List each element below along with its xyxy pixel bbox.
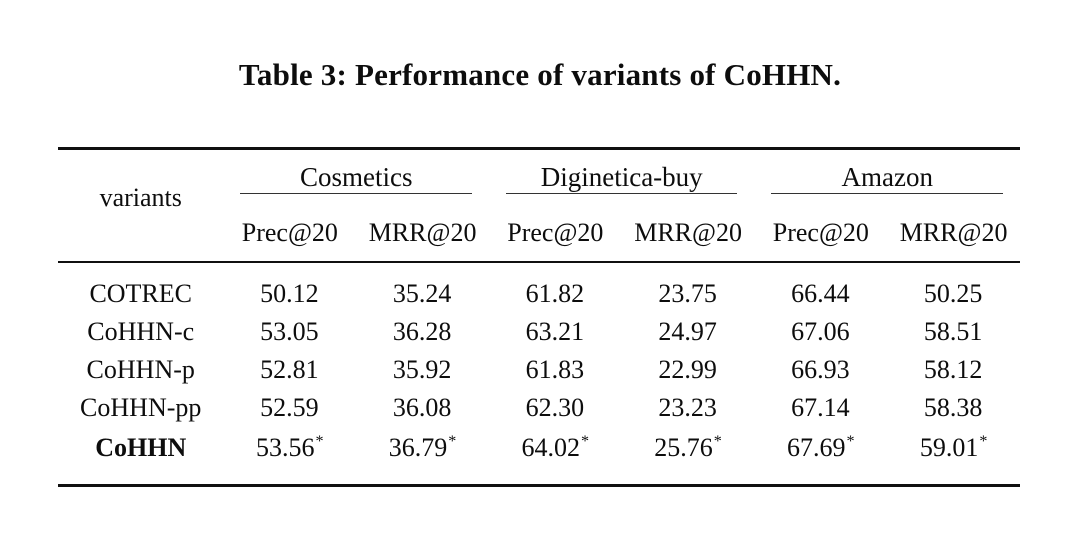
column-header-mrr20-diginetica: MRR@20 bbox=[634, 218, 742, 247]
group-header-row: variants Cosmetics Diginetica-buy Amazon bbox=[58, 149, 1020, 212]
significance-star: * bbox=[846, 432, 855, 450]
column-header-mrr20-cosmetics: MRR@20 bbox=[368, 218, 477, 247]
table-cell: 22.99 bbox=[658, 354, 717, 384]
table-cell: 52.59 bbox=[260, 392, 319, 422]
column-header-mrr20-amazon: MRR@20 bbox=[899, 218, 1008, 247]
table-cell: 36.08 bbox=[392, 392, 452, 422]
table-cell: 58.51 bbox=[923, 316, 983, 346]
table-cell: 23.75 bbox=[658, 278, 717, 308]
row-label: CoHHN-pp bbox=[80, 392, 202, 422]
table-row-cohhn-p: CoHHN-p 52.81 35.92 61.83 22.99 66.93 58… bbox=[58, 351, 1020, 389]
table-cell: 23.23 bbox=[658, 392, 717, 422]
table-cell: 58.38 bbox=[923, 392, 983, 422]
table-caption: Table 3: Performance of variants of CoHH… bbox=[238, 57, 842, 92]
table-row-cohhn-c: CoHHN-c 53.05 36.28 63.21 24.97 67.06 58… bbox=[58, 313, 1020, 351]
row-label: CoHHN bbox=[95, 432, 187, 462]
table-cell: 53.05 bbox=[260, 316, 319, 346]
group-header-cosmetics: Cosmetics bbox=[223, 149, 489, 206]
significance-star: * bbox=[448, 432, 457, 450]
group-label-cosmetics: Cosmetics bbox=[240, 162, 472, 194]
results-table: variants Cosmetics Diginetica-buy Amazon… bbox=[58, 147, 1020, 487]
table-cell: 63.21 bbox=[525, 316, 585, 346]
table-cell: 53.56* bbox=[256, 432, 324, 462]
table-cell: 61.83 bbox=[525, 354, 585, 384]
table-cell: 61.82 bbox=[525, 278, 585, 308]
group-label-diginetica-buy: Diginetica-buy bbox=[505, 162, 738, 194]
table-cell: 50.12 bbox=[260, 278, 319, 308]
row-label: CoHHN-p bbox=[86, 354, 195, 384]
table-cell: 50.25 bbox=[923, 278, 983, 308]
column-header-prec20-amazon: Prec@20 bbox=[772, 218, 869, 247]
table-cell: 35.92 bbox=[392, 354, 452, 384]
table-cell: 52.81 bbox=[260, 354, 319, 384]
significance-star: * bbox=[713, 432, 722, 450]
table-cell: 66.44 bbox=[791, 278, 850, 308]
row-label: COTREC bbox=[89, 278, 193, 308]
table-cell: 67.14 bbox=[791, 392, 850, 422]
table-cell: 67.06 bbox=[791, 316, 850, 346]
table-body: COTREC 50.12 35.24 61.82 23.75 66.44 50.… bbox=[58, 261, 1020, 486]
row-label: CoHHN-c bbox=[87, 316, 195, 346]
table-cell: 36.28 bbox=[392, 316, 452, 346]
metric-header-row: Prec@20 MRR@20 Prec@20 MRR@20 Prec@20 MR… bbox=[58, 206, 1020, 262]
table-cell: 62.30 bbox=[525, 392, 585, 422]
table-row-cohhn: CoHHN 53.56* 36.79* 64.02* 25.76* 67.69*… bbox=[58, 427, 1020, 486]
column-header-prec20-cosmetics: Prec@20 bbox=[241, 218, 338, 247]
significance-star: * bbox=[979, 432, 988, 450]
table-cell: 24.97 bbox=[658, 316, 717, 346]
table-cell: 36.79* bbox=[388, 432, 457, 462]
table-row-cotrec: COTREC 50.12 35.24 61.82 23.75 66.44 50.… bbox=[58, 262, 1020, 313]
table-cell: 66.93 bbox=[791, 354, 850, 384]
results-table-container: variants Cosmetics Diginetica-buy Amazon… bbox=[58, 147, 1020, 487]
table-cell: 25.76* bbox=[654, 432, 722, 462]
column-header-prec20-diginetica: Prec@20 bbox=[507, 218, 604, 247]
table-row-cohhn-pp: CoHHN-pp 52.59 36.08 62.30 23.23 67.14 5… bbox=[58, 389, 1020, 427]
group-header-amazon: Amazon bbox=[754, 149, 1020, 206]
table-cell: 67.69* bbox=[787, 432, 855, 462]
table-cell: 58.12 bbox=[923, 354, 983, 384]
group-header-diginetica-buy: Diginetica-buy bbox=[489, 149, 755, 206]
table-header: variants Cosmetics Diginetica-buy Amazon… bbox=[58, 149, 1020, 262]
significance-star: * bbox=[315, 432, 324, 450]
group-label-amazon: Amazon bbox=[771, 162, 1003, 194]
table-cell: 64.02* bbox=[521, 432, 590, 462]
column-header-variants: variants bbox=[99, 183, 182, 213]
table-cell: 59.01* bbox=[919, 432, 988, 462]
significance-star: * bbox=[581, 432, 590, 450]
table-cell: 35.24 bbox=[392, 278, 452, 308]
